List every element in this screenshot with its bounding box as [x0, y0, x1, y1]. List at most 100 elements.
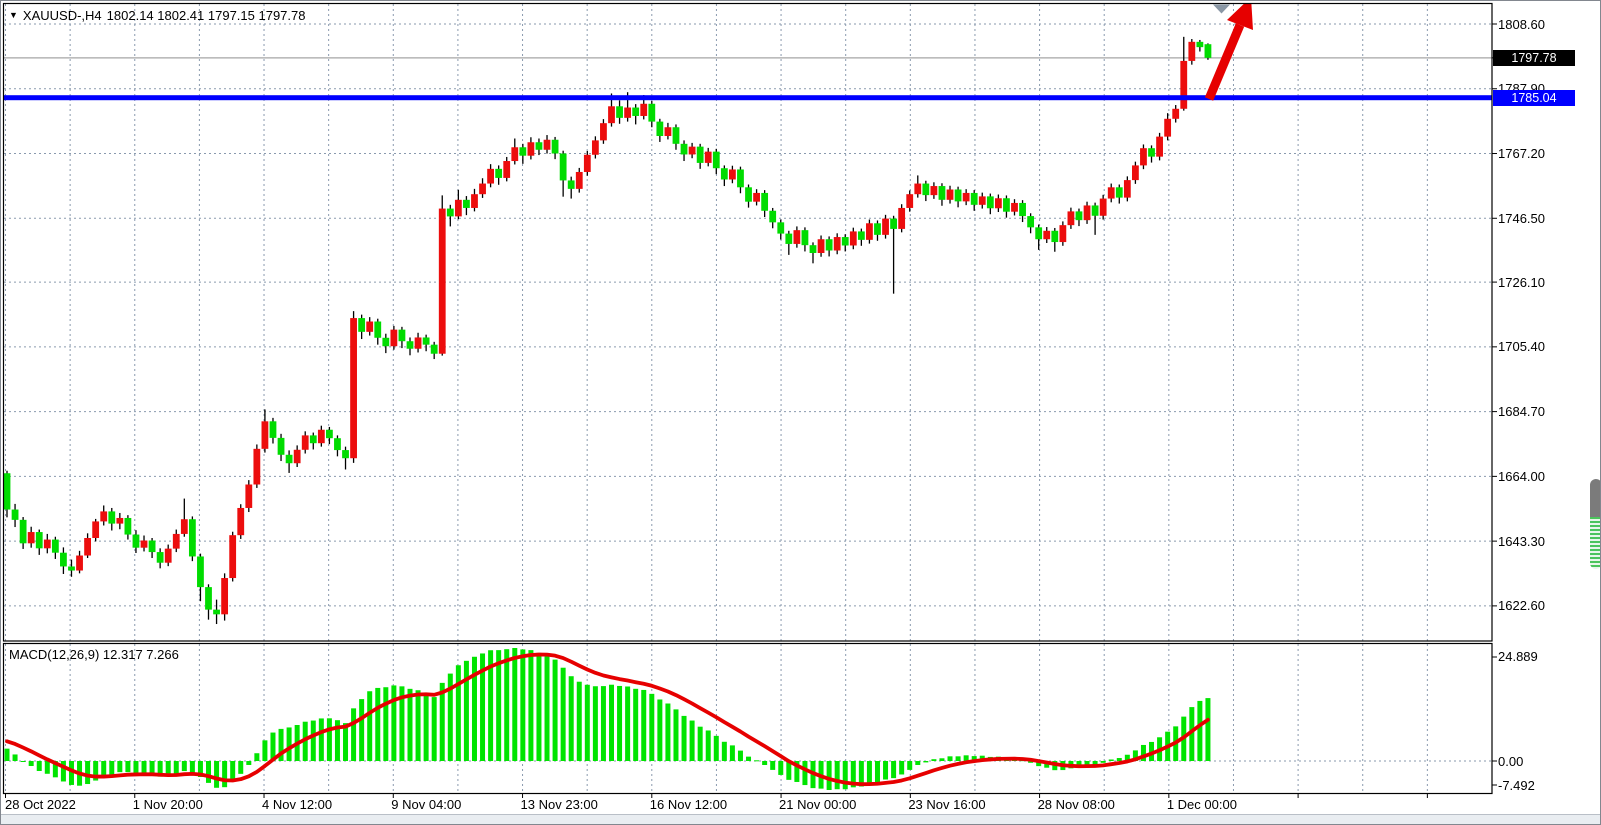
candle-body	[1059, 225, 1067, 243]
trend-arrow-shaft[interactable]	[1204, 23, 1245, 101]
candle-body	[551, 139, 559, 154]
candle-body	[753, 192, 760, 202]
candle-body	[43, 539, 51, 549]
candle-body	[680, 143, 688, 155]
macd-histogram-bar	[367, 691, 373, 761]
macd-histogram-bar	[1132, 750, 1138, 761]
macd-histogram-bar	[939, 758, 945, 761]
macd-axis-max-label: 24.889	[1498, 649, 1538, 664]
candle-body	[116, 517, 124, 524]
top-marker-triangle-icon[interactable]	[1213, 4, 1230, 14]
macd-panel[interactable]	[4, 644, 1492, 793]
candle-body	[1003, 198, 1010, 212]
candle-body	[559, 153, 567, 181]
macd-histogram-bar	[657, 699, 663, 761]
macd-histogram-bar	[544, 654, 550, 761]
candle-body	[1196, 41, 1204, 48]
scrollbar-stripes	[1590, 517, 1600, 569]
candle-body	[809, 245, 817, 253]
status-strip	[1, 814, 1600, 824]
macd-histogram-bar	[874, 761, 880, 783]
candle-body	[1027, 216, 1035, 228]
candle-body	[495, 168, 503, 178]
macd-histogram-bar	[439, 682, 445, 761]
candle-body	[60, 552, 67, 567]
macd-histogram-bar	[794, 761, 800, 782]
macd-histogram-bar	[842, 761, 848, 790]
price-chart-panel[interactable]	[4, 1, 1492, 641]
macd-histogram-bar	[471, 656, 477, 761]
macd-histogram-bar	[576, 681, 582, 761]
scrollbar-thumb[interactable]	[1590, 479, 1600, 569]
candle-body	[1083, 205, 1091, 221]
price-axis-label: 1726.10	[1498, 274, 1545, 290]
macd-histogram-bar	[133, 761, 139, 774]
macd-histogram-bar	[802, 761, 808, 786]
macd-histogram-bar	[28, 761, 34, 767]
macd-histogram-bar	[125, 761, 131, 773]
macd-histogram-bar	[713, 735, 719, 761]
candle-body	[857, 231, 865, 240]
macd-histogram-bar	[36, 761, 42, 771]
macd-axis-zero-label: 0.00	[1498, 754, 1524, 769]
candle-body	[285, 454, 293, 464]
candle-body	[366, 321, 374, 332]
macd-histogram-bar	[729, 745, 735, 761]
macd-histogram-bar	[173, 761, 179, 775]
candle-body	[463, 199, 470, 208]
candle-body	[84, 537, 91, 556]
candle-body	[342, 450, 349, 459]
macd-histogram-bar	[230, 761, 236, 782]
candle-body	[132, 534, 140, 548]
macd-histogram-bar	[915, 761, 921, 765]
candle-body	[92, 521, 100, 538]
candle-body	[1075, 211, 1083, 221]
macd-histogram-bar	[262, 740, 268, 761]
collapse-icon[interactable]: ▼	[9, 10, 18, 20]
macd-histogram-bar	[431, 697, 437, 761]
macd-histogram-bar	[181, 761, 187, 772]
candle-body	[124, 517, 132, 535]
macd-histogram-bar	[737, 750, 743, 761]
candle-body	[148, 540, 156, 553]
macd-histogram-bar	[971, 756, 977, 761]
candle-body	[624, 107, 632, 118]
candle-body	[1035, 227, 1043, 240]
scrollbar-grip[interactable]	[1590, 479, 1600, 517]
macd-histogram-bar	[286, 727, 292, 761]
candle-body	[511, 147, 519, 162]
price-axis-label: 1664.00	[1498, 468, 1545, 484]
trend-arrow-head[interactable]	[1227, 1, 1253, 30]
horizontal-line-object[interactable]	[4, 95, 1492, 101]
candle-body	[213, 609, 220, 615]
candle-body	[761, 192, 769, 211]
macd-histogram-bar	[415, 690, 421, 761]
candle-body	[229, 535, 237, 579]
candle-body	[575, 171, 583, 189]
candle-body	[608, 106, 615, 124]
macd-histogram-bar	[1124, 754, 1130, 761]
time-axis-label: 21 Nov 00:00	[779, 797, 857, 812]
macd-histogram-bar	[584, 684, 590, 761]
candle-body	[390, 329, 398, 347]
macd-histogram-bar	[778, 761, 784, 775]
macd-histogram-bar	[697, 726, 703, 761]
candle-body	[422, 337, 430, 345]
candle-body	[890, 218, 897, 229]
candle-body	[970, 192, 978, 205]
candle-body	[591, 140, 599, 155]
macd-histogram-bar	[520, 649, 526, 761]
candle-body	[1180, 60, 1188, 109]
macd-histogram-bar	[455, 665, 461, 761]
macd-histogram-bar	[189, 761, 195, 773]
macd-histogram-bar	[826, 761, 832, 790]
macd-histogram-bar	[568, 676, 574, 761]
candle-body	[841, 237, 849, 246]
macd-histogram-bar	[238, 761, 244, 774]
macd-histogram-bar	[633, 688, 639, 761]
candle-body	[350, 318, 357, 459]
macd-histogram-bar	[746, 756, 752, 761]
candle-body	[471, 194, 478, 208]
price-panel-border	[2, 2, 1493, 642]
